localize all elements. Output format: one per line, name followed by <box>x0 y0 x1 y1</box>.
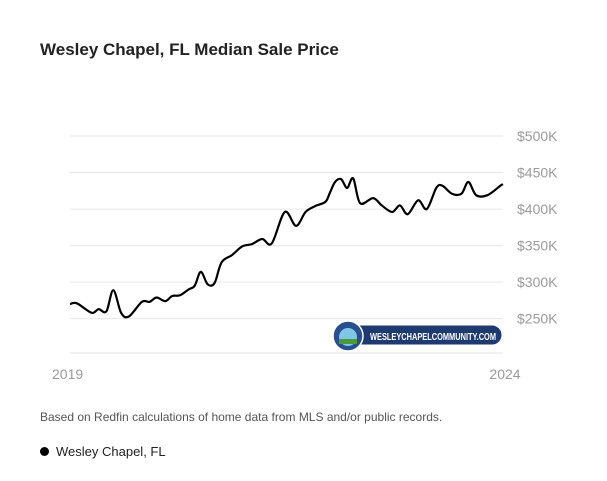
chart-title: Wesley Chapel, FL Median Sale Price <box>40 40 339 59</box>
y-tick-label: $450K <box>517 165 558 181</box>
y-tick-label: $400K <box>517 201 558 217</box>
watermark-logo: WESLEYCHAPELCOMMUNITY.COM <box>332 320 503 352</box>
y-tick-label: $350K <box>517 238 558 254</box>
source-note: Based on Redfin calculations of home dat… <box>40 410 443 424</box>
y-tick-label: $250K <box>517 311 558 327</box>
legend: Wesley Chapel, FL <box>40 444 166 459</box>
series-line <box>69 176 504 319</box>
legend-label: Wesley Chapel, FL <box>56 444 166 459</box>
legend-marker <box>40 447 49 456</box>
x-tick-label: 2024 <box>489 366 520 382</box>
watermark-seal-land <box>339 339 357 344</box>
y-tick-label: $500K <box>517 128 558 144</box>
watermark-text: WESLEYCHAPELCOMMUNITY.COM <box>370 332 496 343</box>
x-tick-label: 2019 <box>52 366 83 382</box>
y-tick-label: $300K <box>517 274 558 290</box>
